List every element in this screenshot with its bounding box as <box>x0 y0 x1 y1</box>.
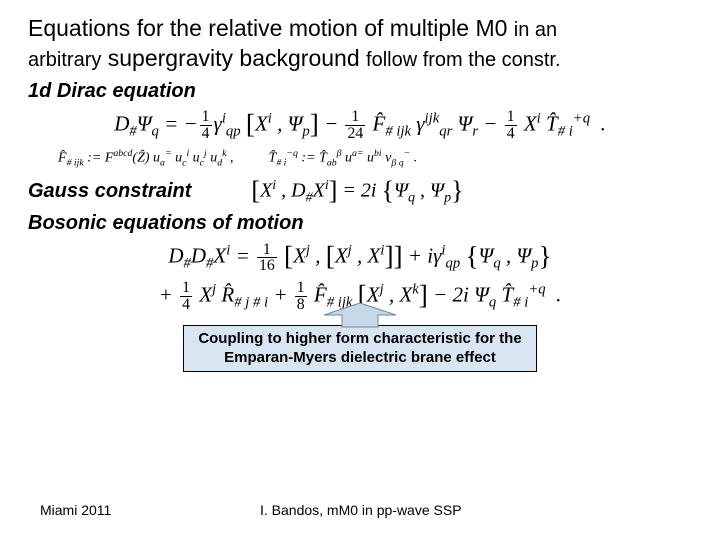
equation-gauss: [Xi , D#Xi] = 2i {Ψq , Ψp} <box>251 176 463 206</box>
slide-title: Equations for the relative motion of mul… <box>28 14 692 74</box>
gauss-row: Gauss constraint [Xi , D#Xi] = 2i {Ψq , … <box>28 176 692 206</box>
title-tail1: in an <box>514 19 557 41</box>
callout-line2: Emparan-Myers dielectric brane effect <box>224 349 496 366</box>
callout-box: Coupling to higher form characteristic f… <box>183 325 536 373</box>
equation-defs: F̂# ijk := Fabcd(Ẑ) ua= uci ucj udk , T̂… <box>58 148 692 168</box>
title-tail2: arbitrary <box>28 49 101 71</box>
up-arrow-icon <box>320 303 400 329</box>
title-main: Equations for the relative motion of mul… <box>28 15 507 41</box>
title-mid: supergravity background <box>108 45 360 71</box>
heading-gauss: Gauss constraint <box>28 180 191 203</box>
equation-bosonic-1: D#D#Xi = 116 [Xj , [Xj , Xi]] + iγiqp {Ψ… <box>28 241 692 274</box>
heading-dirac: 1d Dirac equation <box>28 80 692 103</box>
footer-mid: I. Bandos, mM0 in pp-wave SSP <box>260 502 462 518</box>
heading-bosonic: Bosonic equations of motion <box>28 212 692 235</box>
footer: Miami 2011 I. Bandos, mM0 in pp-wave SSP <box>0 502 720 518</box>
title-tail3: follow from the constr. <box>366 49 561 71</box>
equation-dirac: D#Ψq = −14γiqp [Xi , Ψp] − 124 F̂# ijk γ… <box>28 109 692 142</box>
footer-left: Miami 2011 <box>40 502 220 518</box>
callout-line1: Coupling to higher form characteristic f… <box>198 330 521 347</box>
callout-wrap: Coupling to higher form characteristic f… <box>28 325 692 373</box>
